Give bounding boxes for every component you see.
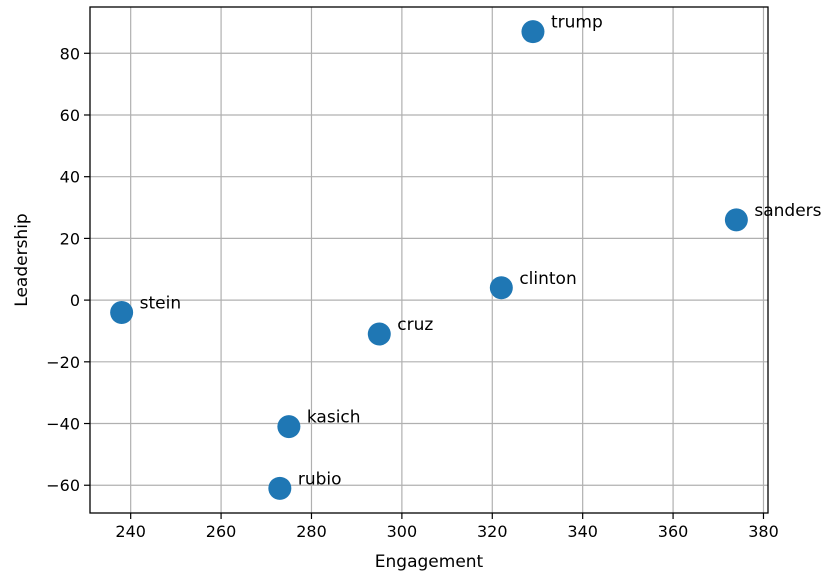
- x-tick-label: 320: [477, 522, 508, 541]
- x-tick-label: 240: [115, 522, 146, 541]
- point-label-sanders: sanders: [754, 201, 821, 221]
- point-label-rubio: rubio: [298, 469, 342, 489]
- data-points: [110, 20, 748, 500]
- scatter-point-rubio: [268, 476, 292, 500]
- point-label-clinton: clinton: [519, 269, 576, 289]
- x-tick-label: 260: [206, 522, 237, 541]
- x-tick-label: 380: [748, 522, 779, 541]
- point-label-trump: trump: [551, 13, 603, 33]
- grid: [90, 7, 768, 513]
- x-tick-label: 360: [658, 522, 689, 541]
- scatter-point-trump: [521, 20, 545, 44]
- scatter-point-sanders: [724, 208, 748, 232]
- y-tick-label: −60: [46, 476, 80, 495]
- y-tick-label: 0: [70, 291, 80, 310]
- y-tick-label: 80: [60, 44, 80, 63]
- x-axis-label: Engagement: [375, 552, 484, 572]
- y-tick-label: 40: [60, 168, 80, 187]
- y-tick-label: 60: [60, 106, 80, 125]
- y-tick-label: −20: [46, 353, 80, 372]
- y-tick-label: −40: [46, 415, 80, 434]
- point-label-kasich: kasich: [307, 408, 361, 428]
- point-labels: trump sanders clinton stein cruz kasich rubio: [140, 13, 822, 490]
- axis-ticks: 240 260 280 300 320 340 360 380 −60 −40 −20 0 20 40 60…: [46, 44, 779, 541]
- plot-frame: [89, 6, 769, 514]
- x-tick-label: 300: [387, 522, 418, 541]
- x-tick-label: 280: [296, 522, 327, 541]
- scatter-point-stein: [110, 300, 134, 324]
- x-tick-label: 340: [567, 522, 598, 541]
- scatter-point-kasich: [277, 415, 301, 439]
- y-axis-label: Leadership: [12, 213, 32, 306]
- scatter-point-clinton: [489, 276, 513, 300]
- scatter-point-cruz: [367, 322, 391, 346]
- point-label-cruz: cruz: [397, 315, 433, 335]
- y-tick-label: 20: [60, 229, 80, 248]
- point-label-stein: stein: [140, 293, 181, 313]
